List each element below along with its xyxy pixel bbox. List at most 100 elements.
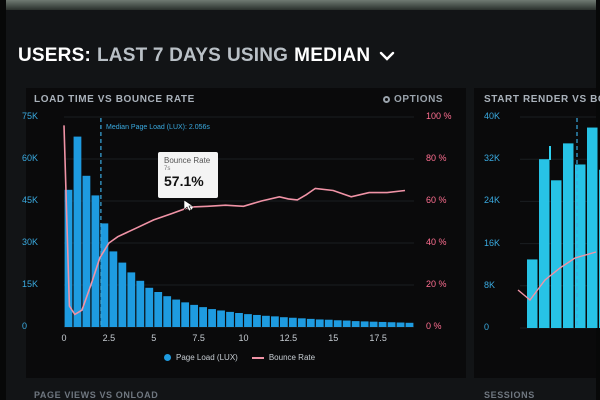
x-axis-tick: 2.5 bbox=[102, 333, 116, 343]
right-panel-axis-tick: 16K bbox=[484, 237, 501, 248]
histogram-bar bbox=[369, 321, 378, 327]
histogram-bar bbox=[136, 280, 145, 327]
title-prefix: USERS: bbox=[18, 45, 91, 66]
tooltip-label: Bounce Rate bbox=[164, 156, 211, 165]
histogram-bar bbox=[208, 309, 216, 327]
x-axis-tick: 12.5 bbox=[279, 333, 298, 343]
right-axis-tick: 40 % bbox=[426, 237, 447, 247]
start-render-bar bbox=[575, 164, 586, 328]
chart-legend: Page Load (LUX) Bounce Rate bbox=[164, 353, 315, 362]
left-axis-tick: 75K bbox=[22, 111, 39, 121]
histogram-bar bbox=[351, 321, 360, 327]
options-gear-icon bbox=[383, 96, 390, 103]
page-title[interactable]: USERS: LAST 7 DAYS USING MEDIAN bbox=[18, 45, 395, 67]
mouse-cursor-icon bbox=[184, 200, 194, 212]
histogram-bar bbox=[288, 317, 297, 327]
title-using: USING bbox=[226, 45, 289, 66]
load-time-panel bbox=[26, 88, 466, 378]
histogram-bar bbox=[190, 304, 199, 327]
histogram-bar bbox=[297, 318, 306, 327]
bounce-rate-tooltip: Bounce Rate 7s 57.1% bbox=[158, 152, 218, 198]
histogram-bar bbox=[118, 262, 127, 327]
panel-title-page-views: PAGE VIEWS VS ONLOAD bbox=[34, 390, 159, 400]
histogram-bar bbox=[315, 319, 324, 327]
histogram-bar bbox=[199, 307, 207, 327]
start-render-bar bbox=[527, 259, 538, 328]
histogram-bar bbox=[279, 317, 288, 327]
legend-item-bounce-rate[interactable]: Bounce Rate bbox=[251, 353, 316, 362]
left-axis-tick: 60K bbox=[22, 153, 39, 163]
monitor-bezel-left bbox=[0, 0, 6, 400]
histogram-bar bbox=[154, 292, 163, 327]
histogram-bar bbox=[181, 302, 190, 327]
title-aggregate: MEDIAN bbox=[294, 45, 371, 66]
monitor-bezel-top bbox=[0, 0, 600, 10]
legend-bar-swatch bbox=[164, 354, 171, 361]
histogram-bar bbox=[127, 272, 136, 327]
start-render-bar bbox=[551, 180, 562, 328]
histogram-bar bbox=[405, 322, 414, 327]
right-panel-axis-tick: 32K bbox=[484, 153, 501, 164]
histogram-bar bbox=[226, 311, 234, 327]
histogram-bar bbox=[271, 316, 279, 327]
histogram-bar bbox=[253, 314, 261, 327]
left-axis-tick: 45K bbox=[22, 195, 39, 205]
histogram-bar bbox=[73, 136, 82, 327]
histogram-bar bbox=[342, 320, 351, 327]
histogram-bar bbox=[387, 322, 396, 327]
histogram-bar bbox=[306, 318, 315, 327]
options-button[interactable]: OPTIONS bbox=[383, 94, 443, 105]
histogram-bar bbox=[109, 251, 118, 327]
legend-label-bounce-rate: Bounce Rate bbox=[268, 353, 316, 362]
start-render-bar bbox=[587, 127, 598, 328]
histogram-bar bbox=[396, 322, 405, 327]
x-axis-tick: 0 bbox=[61, 333, 67, 343]
right-panel-axis-tick: 0 bbox=[484, 322, 490, 332]
left-axis-tick: 30K bbox=[22, 237, 39, 247]
x-axis-tick: 10 bbox=[238, 333, 249, 343]
bounce-rate-line bbox=[63, 125, 406, 316]
histogram-bar bbox=[163, 296, 172, 327]
right-panel-axis-tick: 24K bbox=[484, 195, 501, 206]
right-panel-axis-tick: 8K bbox=[484, 279, 496, 290]
x-axis-tick: 7.5 bbox=[192, 333, 205, 343]
tooltip-value: 57.1% bbox=[164, 173, 204, 189]
histogram-bar bbox=[235, 313, 243, 327]
options-label: OPTIONS bbox=[394, 94, 444, 105]
left-axis-tick: 15K bbox=[22, 279, 39, 289]
start-render-bar bbox=[539, 159, 550, 328]
right-axis-tick: 80 % bbox=[426, 153, 447, 163]
right-axis-tick: 60 % bbox=[426, 195, 447, 205]
legend-label-page-load: Page Load (LUX) bbox=[176, 353, 238, 362]
right-axis-tick: 100 % bbox=[426, 111, 452, 121]
start-render-bounce-line bbox=[517, 251, 597, 302]
tooltip-x-value: 7s bbox=[164, 166, 171, 172]
histogram-bar bbox=[172, 299, 181, 327]
right-panel-axis-tick: 40K bbox=[484, 111, 501, 121]
title-range: LAST 7 DAYS bbox=[97, 45, 221, 66]
x-axis-tick: 17.5 bbox=[369, 333, 387, 343]
histogram-bar bbox=[100, 223, 109, 327]
right-axis-tick: 0 % bbox=[426, 321, 442, 331]
right-axis-tick: 20 % bbox=[426, 279, 447, 289]
histogram-bar bbox=[360, 321, 369, 327]
start-render-bar bbox=[563, 143, 574, 328]
panel-title-start-render: START RENDER VS BO bbox=[484, 94, 600, 105]
histogram-bar bbox=[324, 319, 333, 327]
x-axis-tick: 5 bbox=[151, 333, 157, 343]
panel-title-load-time: LOAD TIME VS BOUNCE RATE bbox=[34, 94, 195, 105]
left-axis-tick: 0 bbox=[22, 321, 28, 331]
histogram-bar bbox=[378, 321, 387, 327]
median-page-load-label: Median Page Load (LUX): 2.056s bbox=[106, 124, 210, 131]
histogram-bar bbox=[91, 195, 100, 327]
histogram-bar bbox=[333, 320, 342, 327]
monitor-bezel-right bbox=[596, 0, 600, 400]
panel-title-sessions: SESSIONS bbox=[484, 390, 535, 400]
legend-item-page-load[interactable]: Page Load (LUX) bbox=[164, 353, 238, 362]
histogram-bar bbox=[82, 175, 91, 327]
chevron-down-icon[interactable] bbox=[379, 48, 395, 64]
legend-line-swatch bbox=[251, 356, 264, 359]
histogram-bar bbox=[217, 310, 225, 327]
histogram-bar bbox=[262, 315, 270, 327]
